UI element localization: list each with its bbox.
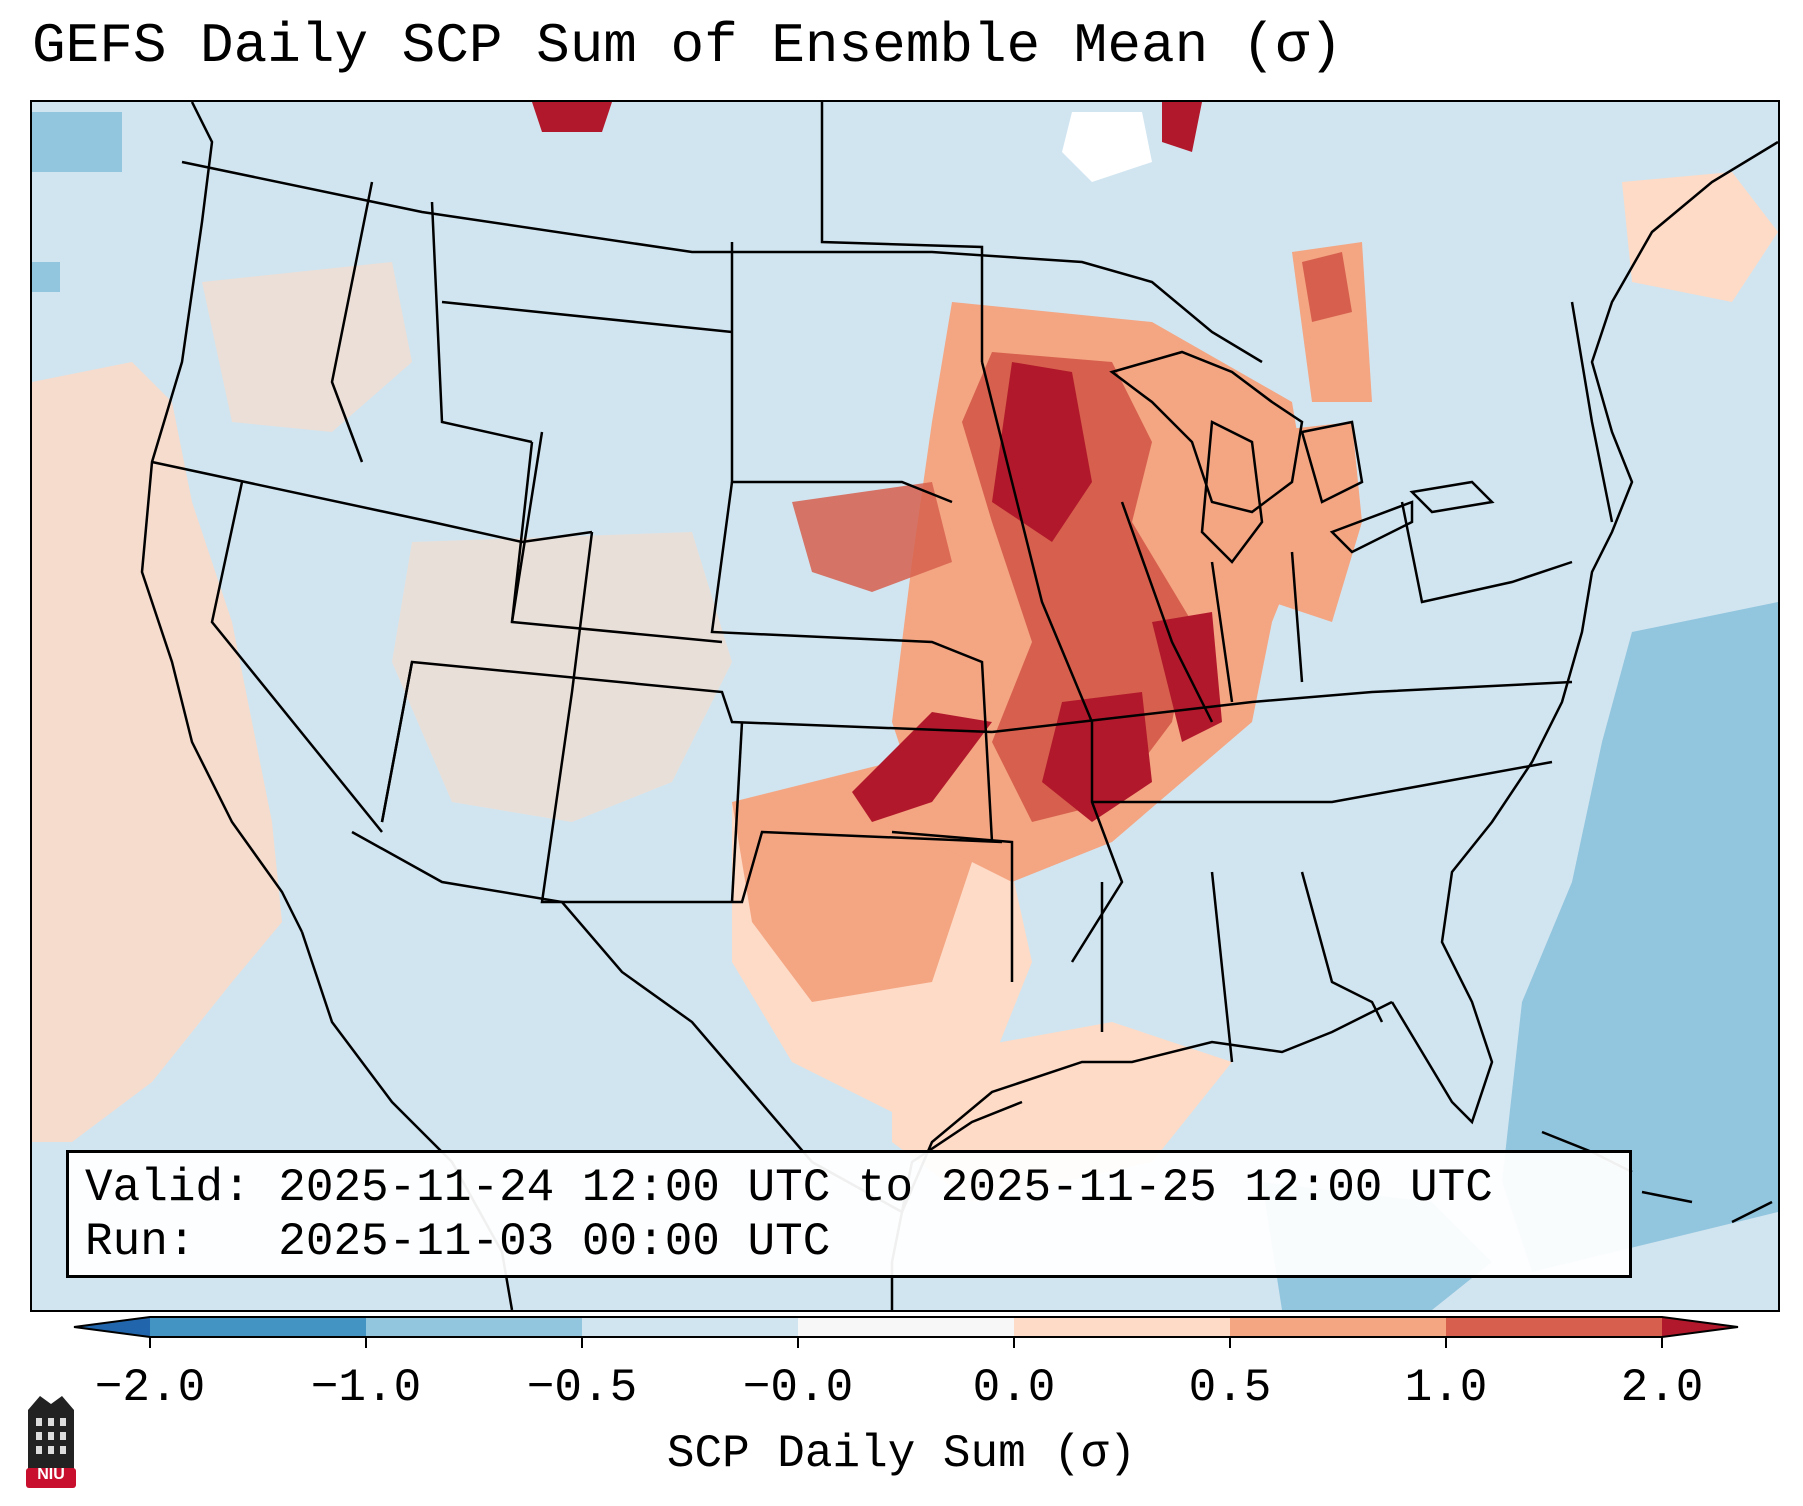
state-borders <box>140 102 1778 1310</box>
colorbar-segment <box>1230 1317 1446 1337</box>
atlantic-negative-region <box>1502 602 1778 1272</box>
map-title: GEFS Daily SCP Sum of Ensemble Mean (σ) <box>32 14 1343 78</box>
colorbar-segment <box>150 1317 366 1337</box>
colorbar-extend-low <box>74 1317 150 1337</box>
run-time-text: Run: 2025-11-03 00:00 UTC <box>85 1216 831 1268</box>
colorbar-tick-label: 0.0 <box>972 1362 1056 1414</box>
colorbar-tick-label: 0.5 <box>1188 1362 1272 1414</box>
colorbar-tick-label: 1.0 <box>1404 1362 1488 1414</box>
map-panel[interactable] <box>30 100 1780 1312</box>
niu-logo-text: NIU <box>37 1466 65 1483</box>
colorbar-segment <box>366 1317 582 1337</box>
niu-logo-icon <box>26 1396 76 1488</box>
colorbar-tick-label: −0.0 <box>742 1362 854 1414</box>
missouri-max-region <box>1042 692 1152 822</box>
colorbar-tick-label: −1.0 <box>310 1362 422 1414</box>
colorbar-segment <box>582 1317 798 1337</box>
colorbar-tick-label: 2.0 <box>1620 1362 1704 1414</box>
colorbar-segment <box>1446 1317 1662 1337</box>
niu-logo: NIU <box>22 1390 80 1490</box>
west-coast-positive-region <box>32 362 282 1142</box>
colorbar-segment <box>798 1317 1014 1337</box>
valid-time-text: Valid: 2025-11-24 12:00 UTC to 2025-11-2… <box>85 1162 1493 1214</box>
colorbar-extend-high <box>1662 1317 1738 1337</box>
colorbar-tick-label: −0.5 <box>526 1362 638 1414</box>
kansas-max-region <box>852 712 992 822</box>
valid-run-info-box: Valid: 2025-11-24 12:00 UTC to 2025-11-2… <box>66 1150 1632 1278</box>
map-canvas <box>32 102 1778 1310</box>
colorbar-label: SCP Daily Sum (σ) <box>666 1428 1137 1480</box>
colorbar-tick-label: −2.0 <box>94 1362 206 1414</box>
colorbar-segment <box>1014 1317 1230 1337</box>
pacific-negative-patch <box>32 112 122 172</box>
colorbar <box>73 1316 1739 1348</box>
